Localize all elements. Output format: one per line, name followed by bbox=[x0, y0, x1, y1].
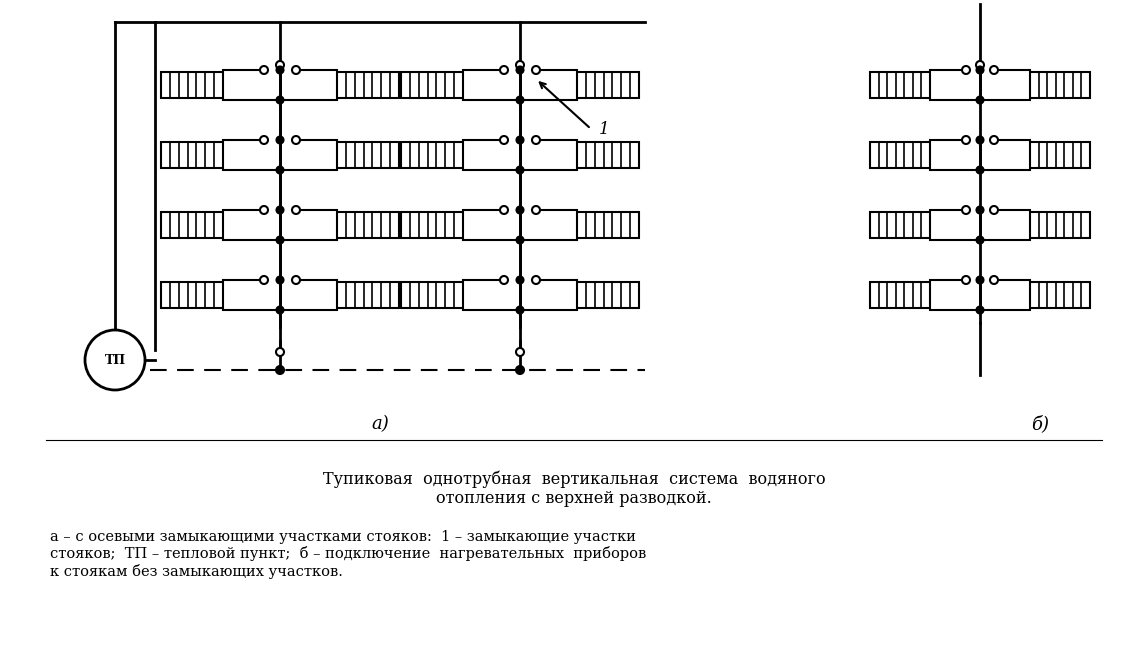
Circle shape bbox=[990, 206, 998, 214]
Circle shape bbox=[962, 276, 970, 284]
Circle shape bbox=[277, 206, 284, 214]
Text: 1: 1 bbox=[599, 120, 610, 138]
Circle shape bbox=[277, 166, 284, 173]
Circle shape bbox=[259, 276, 267, 284]
Circle shape bbox=[517, 67, 523, 74]
Bar bbox=[577, 282, 639, 308]
Circle shape bbox=[276, 61, 284, 69]
Circle shape bbox=[259, 66, 267, 74]
Bar bbox=[577, 72, 639, 98]
Circle shape bbox=[962, 206, 970, 214]
Circle shape bbox=[517, 307, 523, 314]
Circle shape bbox=[515, 366, 523, 374]
Bar bbox=[1030, 212, 1089, 238]
Circle shape bbox=[517, 137, 523, 144]
Circle shape bbox=[517, 237, 523, 243]
Circle shape bbox=[277, 307, 284, 314]
Circle shape bbox=[515, 348, 523, 356]
Circle shape bbox=[977, 237, 984, 243]
Text: а – с осевыми замыкающими участками стояков:  1 – замыкающие участки
стояков;  Т: а – с осевыми замыкающими участками стоя… bbox=[51, 530, 646, 579]
Circle shape bbox=[277, 67, 284, 74]
Circle shape bbox=[977, 137, 984, 144]
Bar bbox=[161, 72, 223, 98]
Circle shape bbox=[277, 137, 284, 144]
Circle shape bbox=[501, 276, 509, 284]
Circle shape bbox=[532, 276, 540, 284]
Circle shape bbox=[292, 276, 300, 284]
Circle shape bbox=[277, 276, 284, 283]
Circle shape bbox=[515, 61, 523, 69]
Circle shape bbox=[532, 206, 540, 214]
Circle shape bbox=[977, 166, 984, 173]
Circle shape bbox=[962, 136, 970, 144]
Bar bbox=[161, 212, 223, 238]
Circle shape bbox=[259, 136, 267, 144]
Circle shape bbox=[85, 330, 145, 390]
Circle shape bbox=[990, 276, 998, 284]
Bar bbox=[338, 212, 400, 238]
Text: ТП: ТП bbox=[104, 353, 125, 366]
Bar bbox=[870, 212, 930, 238]
Bar bbox=[577, 142, 639, 168]
Circle shape bbox=[532, 136, 540, 144]
Circle shape bbox=[990, 136, 998, 144]
Circle shape bbox=[292, 66, 300, 74]
Bar bbox=[1030, 72, 1089, 98]
Circle shape bbox=[977, 307, 984, 314]
Bar bbox=[401, 212, 463, 238]
Circle shape bbox=[277, 96, 284, 104]
Bar bbox=[161, 142, 223, 168]
Bar bbox=[1030, 282, 1089, 308]
Circle shape bbox=[292, 136, 300, 144]
Text: б): б) bbox=[1031, 415, 1049, 433]
Bar bbox=[870, 72, 930, 98]
Bar bbox=[870, 282, 930, 308]
Text: Тупиковая  однотрубная  вертикальная  система  водяного
отопления с верхней разв: Тупиковая однотрубная вертикальная систе… bbox=[323, 470, 825, 507]
Circle shape bbox=[517, 96, 523, 104]
Circle shape bbox=[532, 66, 540, 74]
Circle shape bbox=[976, 61, 984, 69]
Circle shape bbox=[501, 136, 509, 144]
Circle shape bbox=[990, 66, 998, 74]
Circle shape bbox=[962, 66, 970, 74]
Circle shape bbox=[517, 166, 523, 173]
Circle shape bbox=[977, 276, 984, 283]
Bar bbox=[401, 142, 463, 168]
Bar bbox=[161, 282, 223, 308]
Circle shape bbox=[977, 206, 984, 214]
Circle shape bbox=[276, 348, 284, 356]
Bar bbox=[1030, 142, 1089, 168]
Bar bbox=[401, 72, 463, 98]
Bar bbox=[870, 142, 930, 168]
Circle shape bbox=[517, 276, 523, 283]
Circle shape bbox=[501, 66, 509, 74]
Circle shape bbox=[276, 366, 284, 374]
Circle shape bbox=[292, 206, 300, 214]
Text: а): а) bbox=[371, 415, 389, 433]
Bar bbox=[401, 282, 463, 308]
Circle shape bbox=[517, 206, 523, 214]
Circle shape bbox=[277, 237, 284, 243]
Circle shape bbox=[501, 206, 509, 214]
Circle shape bbox=[259, 206, 267, 214]
Bar bbox=[338, 72, 400, 98]
Bar bbox=[577, 212, 639, 238]
Circle shape bbox=[977, 96, 984, 104]
Bar bbox=[338, 282, 400, 308]
Bar bbox=[338, 142, 400, 168]
Circle shape bbox=[977, 67, 984, 74]
